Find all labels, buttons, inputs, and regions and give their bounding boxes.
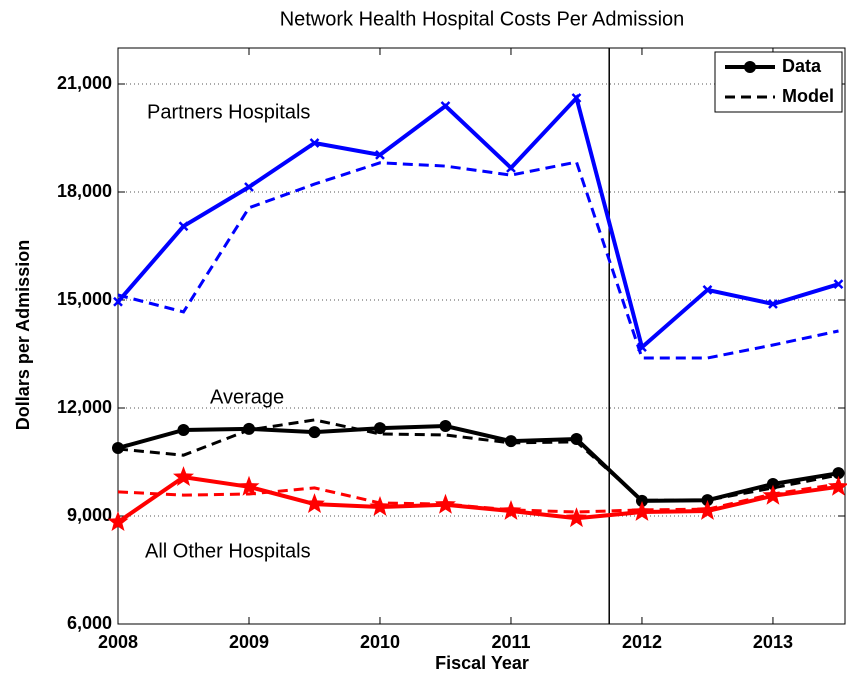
marker	[833, 279, 844, 290]
marker	[566, 507, 587, 528]
x-tick-label: 2013	[753, 632, 793, 652]
x-tick-label: 2009	[229, 632, 269, 652]
y-tick-label: 21,000	[57, 73, 112, 93]
marker	[570, 432, 583, 445]
marker	[178, 221, 189, 232]
marker	[440, 101, 451, 111]
x-tick-label: 2008	[98, 632, 138, 652]
model-line	[117, 482, 839, 514]
series-annotation: Average	[210, 386, 284, 408]
marker	[373, 422, 386, 435]
chart-title: Network Health Hospital Costs Per Admiss…	[280, 8, 685, 30]
marker	[631, 501, 653, 521]
y-tick-label: 6,000	[67, 613, 112, 633]
marker	[177, 423, 190, 436]
marker	[173, 466, 194, 486]
x-tick-label: 2010	[360, 632, 400, 652]
y-tick-label: 15,000	[57, 289, 112, 309]
x-tick-label: 2012	[622, 632, 662, 652]
marker	[238, 475, 260, 496]
data-line	[116, 475, 839, 524]
marker	[762, 484, 784, 505]
marker	[766, 477, 779, 490]
marker	[504, 435, 517, 448]
series-annotation: Partners Hospitals	[147, 101, 310, 123]
marker	[832, 467, 845, 480]
legend-marker	[744, 61, 756, 73]
marker	[242, 422, 255, 435]
legend-box	[714, 51, 843, 113]
marker	[244, 182, 254, 192]
marker	[768, 299, 778, 309]
marker	[635, 494, 648, 507]
marker	[506, 162, 516, 173]
series-annotation: All Other Hospitals	[145, 540, 311, 562]
legend-label: Model	[782, 86, 834, 106]
marker	[637, 342, 647, 353]
data-line	[117, 423, 839, 503]
marker	[369, 496, 391, 516]
marker	[500, 500, 522, 520]
marker	[697, 500, 718, 520]
marker	[702, 285, 713, 295]
marker	[435, 493, 456, 514]
x-axis-label: Fiscal Year	[435, 653, 529, 673]
marker	[571, 93, 582, 103]
marker	[304, 493, 325, 513]
marker	[828, 475, 847, 496]
y-tick-label: 9,000	[67, 505, 112, 525]
marker	[308, 426, 321, 439]
marker	[107, 511, 129, 531]
legend-label: Data	[782, 56, 822, 76]
marker	[375, 150, 385, 160]
marker	[112, 441, 124, 454]
marker	[309, 138, 320, 148]
plot-frame	[117, 47, 846, 625]
marker	[439, 420, 452, 432]
data-line	[116, 93, 840, 351]
y-tick-label: 12,000	[57, 397, 112, 417]
marker	[113, 296, 123, 307]
x-tick-label: 2011	[491, 632, 530, 652]
y-axis-label: Dollars per Admission	[13, 240, 33, 430]
model-line	[117, 160, 839, 360]
legend: Data Model	[714, 51, 843, 113]
y-tick-label: 18,000	[57, 181, 112, 201]
